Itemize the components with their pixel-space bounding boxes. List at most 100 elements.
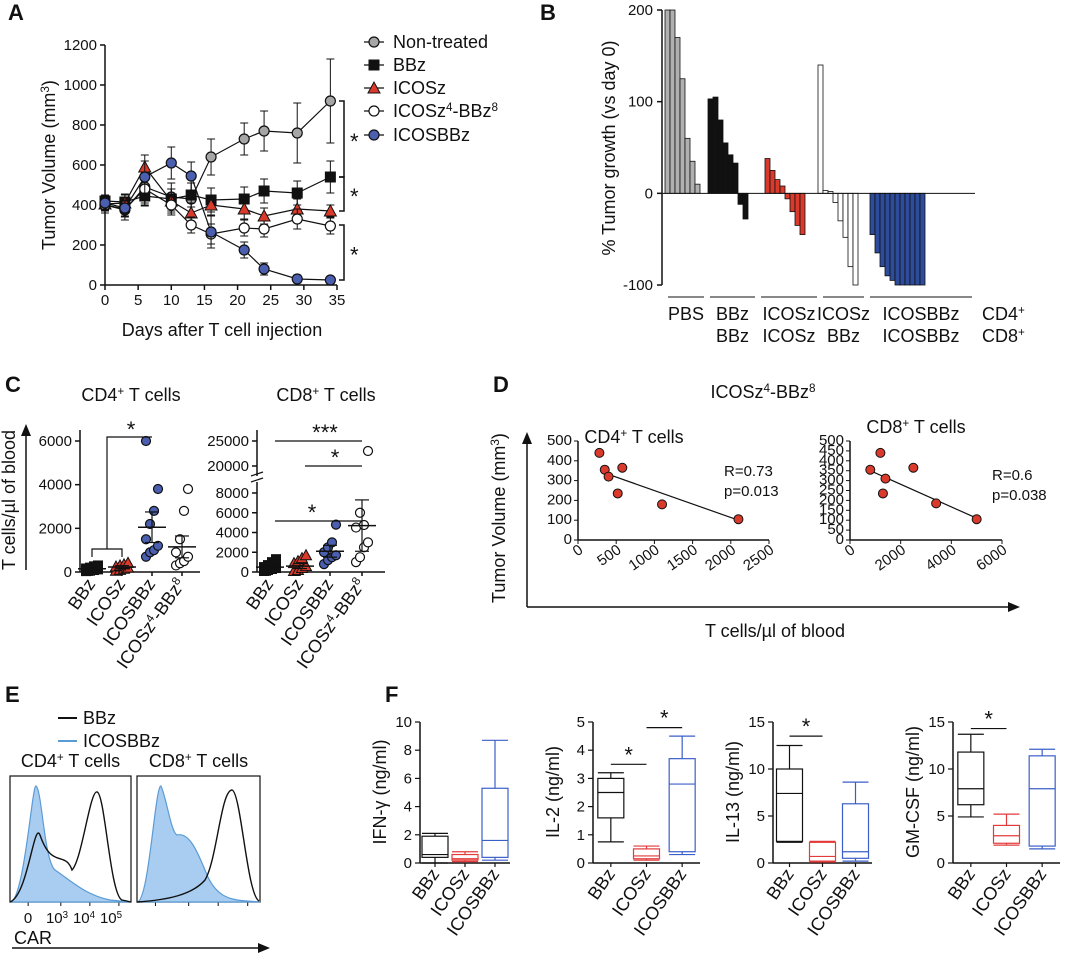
E-legend-label-bbz: BBz [83, 708, 116, 728]
D-CD4-y-tick-label: 400 [547, 452, 572, 469]
D-y-axis-arrowhead [522, 432, 532, 444]
A-point-ICOSBBz [185, 170, 197, 182]
F-IFN-box-ICOSBBz [481, 787, 509, 858]
D-CD4-x-tick-label: 2500 [740, 541, 777, 574]
F-GMCSF-y-tick-label: 10 [928, 761, 945, 778]
C8-axis-break [251, 476, 263, 482]
C8-significance-mid: * [331, 445, 340, 470]
E-histogram-bbz [9, 791, 132, 903]
F-IL2-significance: * [624, 742, 633, 767]
B-y-tick-label: 200 [628, 2, 653, 19]
D-CD8-title: CD8+ T cells [866, 417, 965, 438]
F-IFN-y-axis-title: IFN-γ (ng/ml) [370, 740, 390, 845]
C4-point-ICOSBBz [152, 540, 164, 551]
F-IL2-box-ICOSBBz [668, 758, 696, 853]
A-y-tick-label: 800 [72, 117, 97, 134]
B-group-label-top: ICOSBBz [882, 304, 959, 324]
A-point-ICOSBBz [324, 274, 336, 286]
B-bar-ICOSz [774, 179, 781, 194]
B-bar-BBz [727, 154, 734, 194]
A-point-Non-treated [291, 127, 303, 139]
B-group-label-top: ICOSz [817, 304, 870, 324]
A-x-tick-label: 25 [262, 292, 279, 309]
C8-significance-top: *** [312, 420, 338, 445]
B-bar-BBz [742, 192, 749, 220]
A-point-BBz [324, 171, 336, 183]
D-CD8-p-value: p=0.038 [992, 487, 1047, 504]
A-bracket-3 [339, 224, 345, 281]
panel-label-E: E [5, 682, 20, 707]
A-x-tick-label: 0 [101, 292, 109, 309]
A-legend-marker-ICOSz [367, 80, 381, 94]
B-bar-ICOSz [837, 192, 844, 222]
A-y-tick-label: 400 [72, 197, 97, 214]
C8-point-ICOSBBz [330, 519, 342, 530]
A-point-ICOSz4-BBz8 [185, 219, 197, 231]
F-IL13-y-axis-title: IL-13 (ng/ml) [723, 741, 743, 843]
D-CD4-x-tick-label: 500 [594, 541, 624, 569]
D-CD8-point [877, 488, 888, 499]
B-group-label-bottom: ICOSz [762, 326, 815, 346]
A-x-tick-label: 30 [296, 292, 313, 309]
A-significance: * [350, 243, 359, 268]
panel-label-F: F [385, 682, 398, 707]
B-bar-BBz [732, 162, 739, 194]
A-point-ICOSBBz [258, 263, 270, 275]
B-y-axis-title: % Tumor growth (vs day 0) [599, 40, 619, 255]
D-CD8-y-tick-label: 300 [819, 472, 844, 489]
D-CD4-title: CD4+ T cells [584, 427, 683, 448]
D-x-axis-title: T cells/µl of blood [705, 621, 845, 641]
C4-point-ICOSz4-BBz8 [182, 551, 194, 562]
C8-y-tick-label: 8000 [216, 485, 249, 502]
A-x-tick-label: 35 [329, 292, 346, 309]
F-IFN-box-ICOSz [451, 853, 479, 861]
A-point-ICOSz [323, 203, 338, 217]
B-bar-ICOSz [847, 192, 854, 268]
A-point-ICOSz [184, 205, 199, 219]
A-y-tick-label: 1000 [64, 77, 97, 94]
D-CD8-y-tick-label: 400 [819, 452, 844, 469]
A-bracket-1 [339, 100, 345, 178]
C8-title: CD8+ T cells [276, 385, 375, 406]
B-bar-PBS [684, 137, 691, 194]
F-IL2-y-axis-title: IL-2 (ng/ml) [543, 746, 563, 838]
B-bar-ICOSz [764, 158, 771, 194]
D-CD8-R-value: R=0.6 [992, 467, 1032, 484]
A-point-BBz [291, 187, 303, 199]
D-CD8-y-tick-label: 50 [827, 521, 844, 538]
A-point-ICOSz [237, 201, 252, 215]
F-IL2-y-tick-label: 5 [577, 714, 585, 731]
F-IFN-y-tick-label: 2 [404, 827, 412, 844]
B-bar-ICOSz [817, 64, 824, 194]
D-y-axis-title: Tumor Volume (mm3) [489, 433, 510, 603]
D-CD4-point [733, 514, 744, 525]
A-point-Non-treated [258, 125, 270, 137]
B-group-label-bottom: BBz [716, 326, 749, 346]
E-x-tick-label: 0 [24, 910, 32, 927]
F-IL2-box-ICOSz [632, 848, 661, 860]
A-y-tick-label: 0 [89, 277, 97, 294]
A-legend-label: Non-treated [393, 32, 488, 52]
F-IL2-y-tick-label: 0 [577, 855, 585, 872]
B-group-label-top: PBS [668, 304, 704, 324]
F-GMCSF-y-tick-label: 15 [928, 714, 945, 731]
F-IL13-y-tick-label: 5 [757, 808, 765, 825]
F-IL13-y-tick-label: 0 [757, 855, 765, 872]
C4-y-tick-label: 2000 [39, 520, 72, 537]
A-point-ICOSz [204, 197, 218, 211]
E-legend-label-icosbbz: ICOSBBz [83, 731, 160, 751]
F-IL13-significance: * [802, 714, 811, 739]
D-CD8-y-tick-label: 500 [819, 432, 844, 449]
B-bar-ICOSBBz [884, 192, 891, 277]
D-CD8-point [908, 462, 919, 473]
D-CD4-fit-line [600, 471, 739, 521]
F-IL2-x-tick-label: BBz [584, 865, 619, 904]
F-IL2-box-BBz [597, 777, 625, 819]
C8-y-tick-label: 20000 [207, 458, 249, 475]
A-point-Non-treated [324, 95, 336, 107]
A-line-ICOSz4-BBz8 [104, 188, 331, 235]
D-CD8-y-tick-label: 200 [819, 491, 844, 508]
B-bar-BBz [707, 98, 714, 194]
A-line-ICOSz [104, 165, 331, 217]
A-y-tick-label: 200 [72, 237, 97, 254]
